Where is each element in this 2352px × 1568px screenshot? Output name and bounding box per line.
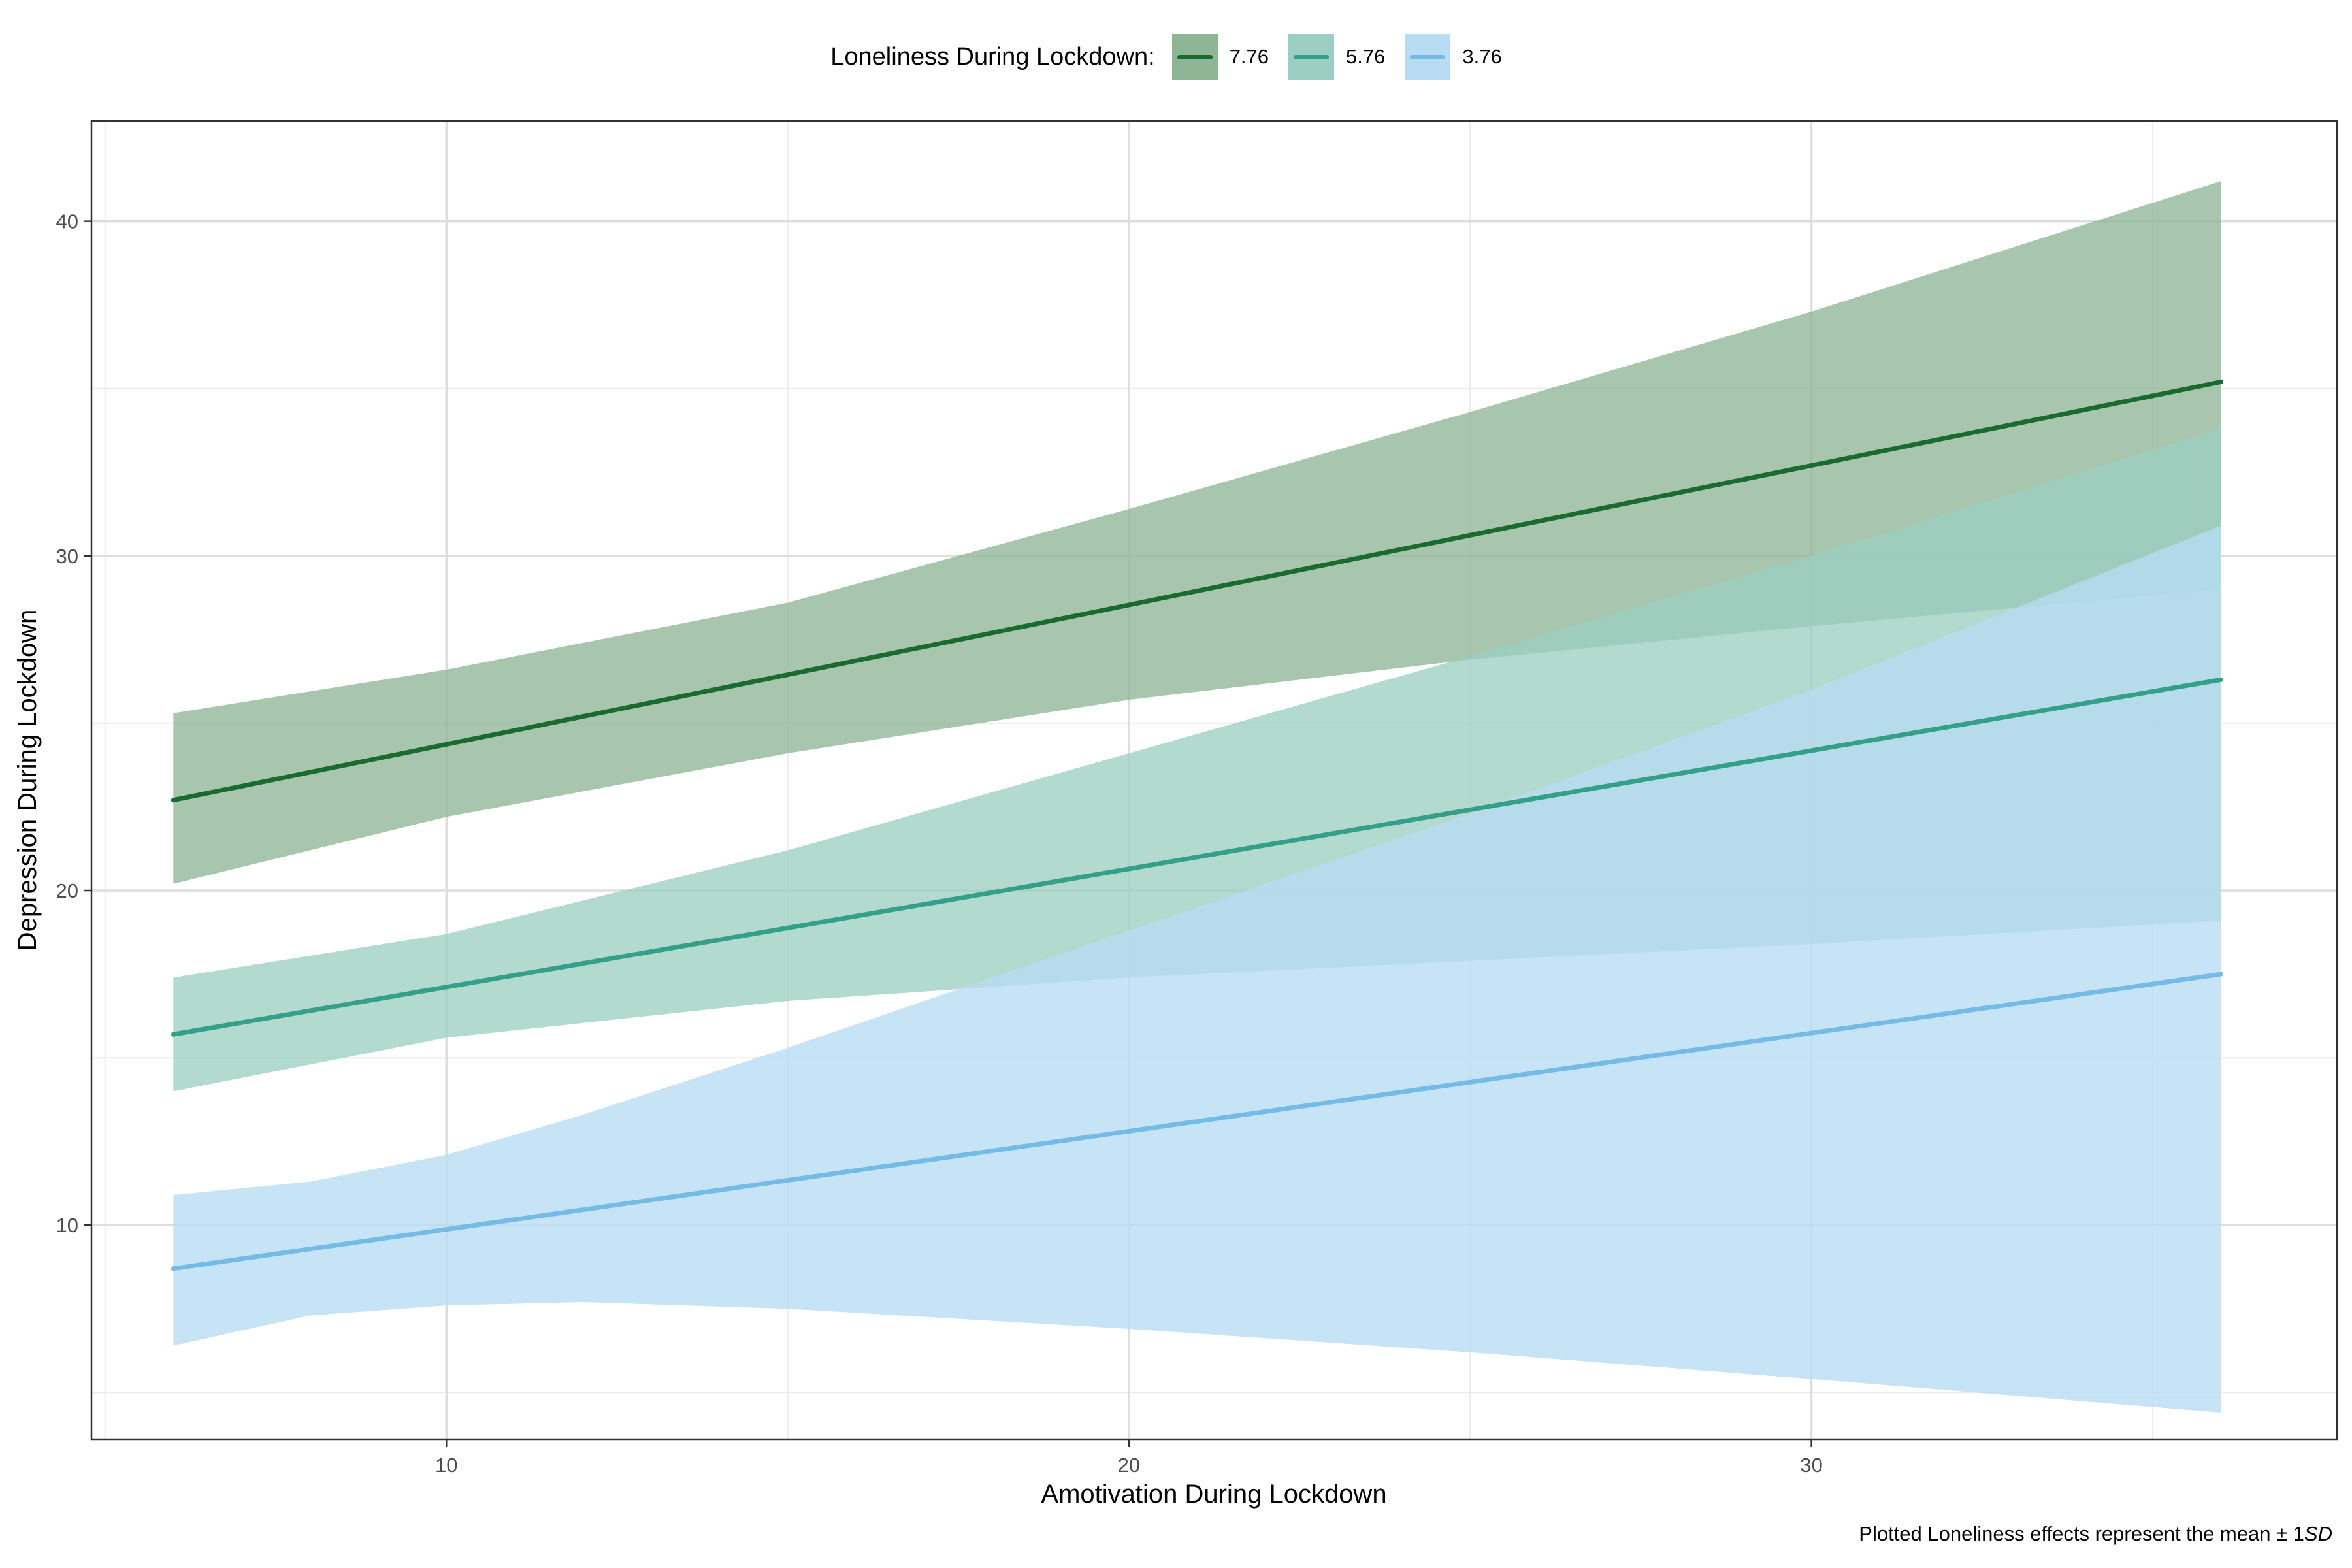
- caption-sd: SD: [2304, 1522, 2332, 1545]
- legend-key-line: [1294, 55, 1330, 59]
- caption: Plotted Loneliness effects represent the…: [1859, 1522, 2332, 1546]
- line-series-3.76: [171, 972, 2223, 1271]
- x-axis-label: Amotivation During Lockdown: [1041, 1480, 1386, 1509]
- legend-title: Loneliness During Lockdown:: [830, 42, 1155, 71]
- legend-item-7.76: 7.76: [1171, 34, 1269, 80]
- y-axis-ticks: 10 20 30 40: [56, 210, 91, 1237]
- y-tick-label: 30: [56, 545, 78, 568]
- legend-key-line: [1410, 55, 1446, 59]
- x-axis-ticks: 10 20 30: [435, 1439, 1823, 1477]
- plot-border: [90, 120, 2338, 1441]
- legend-item-5.76: 5.76: [1288, 34, 1385, 80]
- line-series-7.76: [171, 380, 2223, 803]
- legend-items: 7.76 5.76 3.76: [1171, 34, 1522, 80]
- band-series-3.76: [173, 525, 2221, 1413]
- x-tick-label: 30: [1800, 1454, 1822, 1477]
- band-series-7.76: [173, 181, 2221, 884]
- x-tick-label: 10: [435, 1454, 457, 1477]
- x-tick-label: 20: [1118, 1454, 1140, 1477]
- legend-item-3.76: 3.76: [1405, 34, 1502, 80]
- line-series-5.76: [171, 677, 2223, 1037]
- y-tick-label: 40: [56, 210, 78, 233]
- confidence-bands: [173, 181, 2221, 1413]
- y-tick-label: 20: [56, 879, 78, 902]
- caption-text: Plotted Loneliness effects represent the…: [1859, 1522, 2304, 1545]
- legend-label: 5.76: [1346, 45, 1386, 68]
- legend-key: [1288, 34, 1335, 80]
- legend-key: [1171, 34, 1218, 80]
- legend-label: 7.76: [1229, 45, 1269, 68]
- legend-key: [1405, 34, 1451, 80]
- legend-label: 3.76: [1462, 45, 1502, 68]
- legend: Loneliness During Lockdown: 7.76 5.76 3.76: [0, 34, 2352, 80]
- series-lines: [171, 380, 2223, 1271]
- legend-key-line: [1177, 55, 1213, 59]
- y-tick-label: 10: [56, 1214, 78, 1237]
- y-axis-label: Depression During Lockdown: [13, 610, 42, 951]
